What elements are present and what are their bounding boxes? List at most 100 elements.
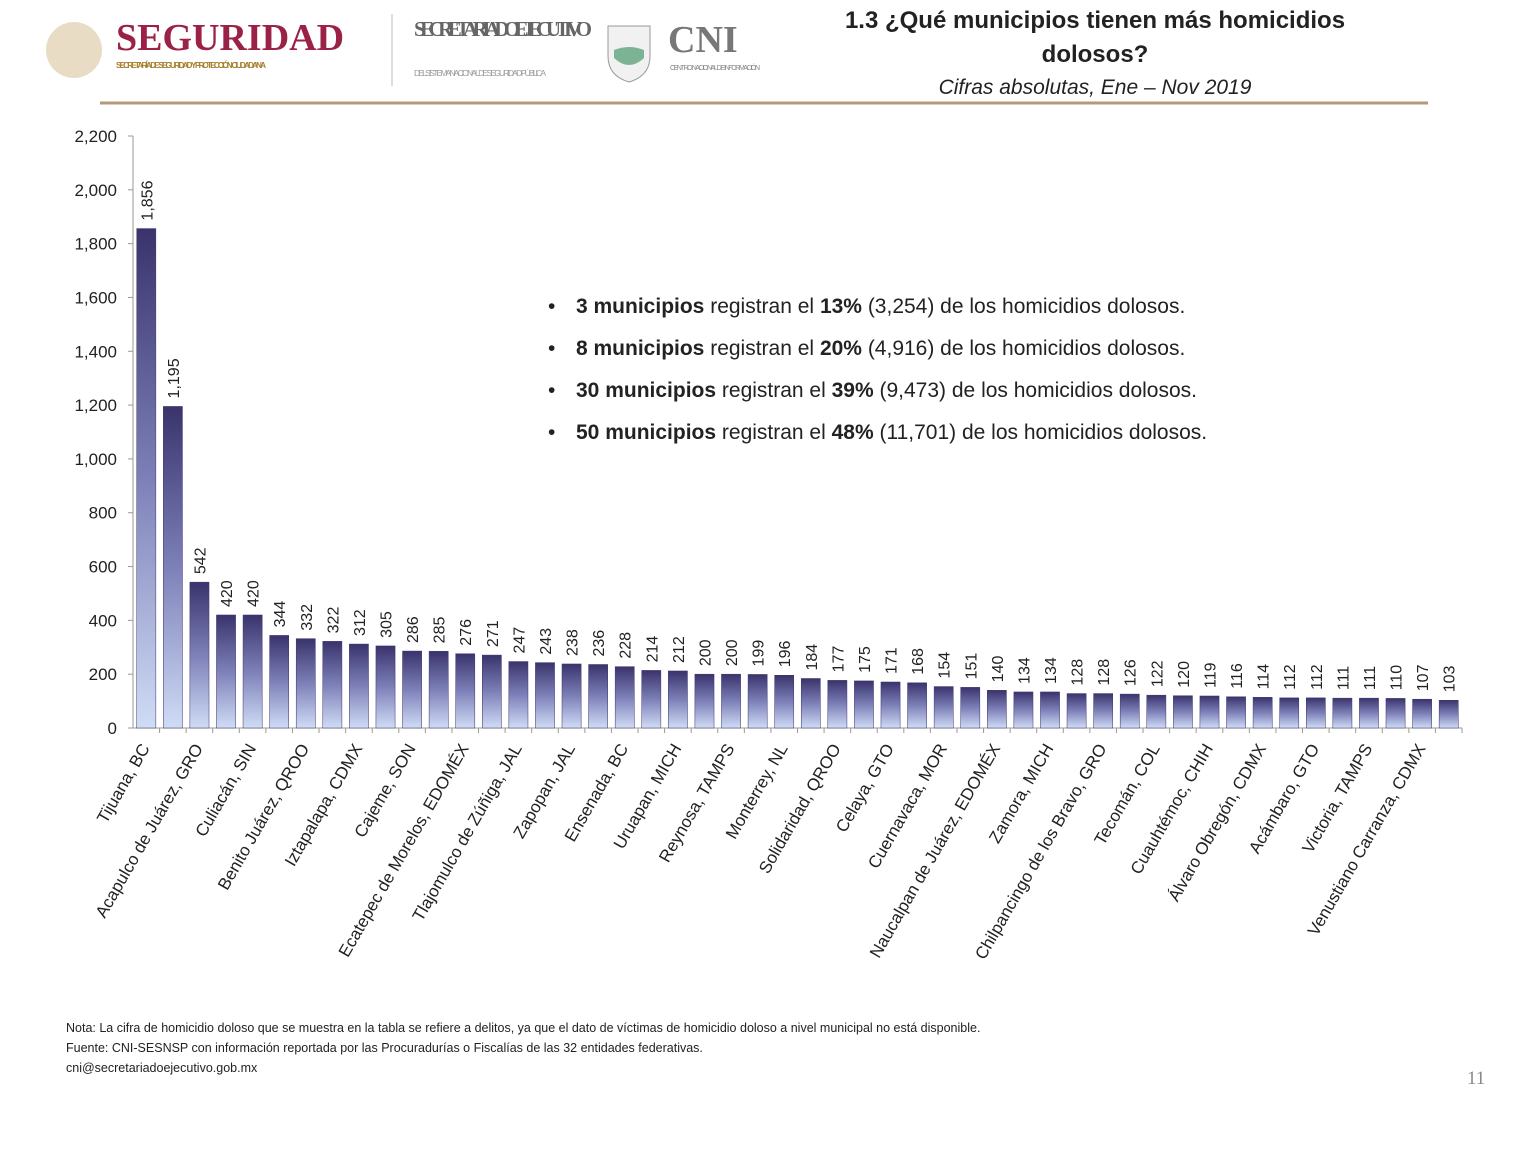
value-label: 114: [1256, 664, 1273, 690]
bar: [295, 638, 316, 729]
y-tick-label: 1,600: [74, 288, 117, 307]
brand-sub: SECRETARÍA DE SEGURIDAD Y PROTECCIÓN CIU…: [116, 61, 266, 70]
bar: [1119, 693, 1140, 729]
email: cni@secretariadoejecutivo.gob.mx: [66, 1061, 258, 1075]
value-label: 228: [618, 632, 635, 659]
value-label: 171: [884, 647, 901, 674]
shield-map: [614, 47, 644, 65]
bar: [216, 614, 236, 729]
bar: [375, 645, 396, 729]
bullet: •: [548, 295, 556, 318]
value-label: 344: [272, 601, 289, 628]
y-tick-label: 2,000: [74, 181, 117, 200]
bar: [1412, 698, 1432, 729]
footer: Nota: La cifra de homicidio doloso que s…: [66, 1018, 980, 1078]
x-tick-label: Tijuana, BC: [93, 741, 154, 827]
value-label: 1,856: [139, 180, 156, 220]
bar: [960, 687, 981, 729]
value-label: 116: [1229, 663, 1246, 689]
bar: [1093, 693, 1113, 729]
x-tick-label: Benito Juárez, QROO: [214, 741, 313, 894]
value-label: 134: [1016, 657, 1033, 684]
value-label: 154: [937, 652, 954, 679]
value-label: 1,195: [166, 358, 183, 398]
annotation-count: 50 municipios: [576, 421, 717, 444]
value-label: 271: [485, 620, 502, 647]
bar: [1173, 695, 1193, 729]
value-label: 177: [830, 646, 847, 673]
value-label: 286: [405, 616, 422, 643]
annotation-mid: registran el: [710, 337, 815, 360]
value-label: 112: [1282, 664, 1299, 690]
annotation-count: 8 municipios: [576, 337, 705, 360]
value-label: 175: [857, 646, 874, 673]
y-tick-label: 800: [89, 504, 117, 523]
bar: [854, 680, 874, 729]
y-tick-label: 600: [89, 558, 117, 577]
x-tick-label: Acapulco de Juárez, GRO: [92, 741, 207, 922]
brand: SEGURIDAD: [116, 17, 344, 59]
bar: [322, 641, 343, 729]
value-label: 305: [379, 611, 396, 638]
annotation-rest: (3,254) de los homicidios dolosos.: [867, 295, 1186, 318]
y-tick-label: 1,400: [74, 342, 117, 361]
bar: [455, 653, 476, 729]
value-label: 243: [538, 628, 555, 655]
value-label: 322: [325, 607, 342, 634]
bar: [1066, 693, 1087, 729]
annotation-pct: 48%: [831, 421, 874, 444]
annotation: • 50 municipios registran el 48% (11,701)…: [548, 421, 1207, 463]
value-label: 128: [1096, 659, 1113, 686]
bullet: •: [548, 379, 556, 402]
bar: [1199, 695, 1220, 729]
chart-subtitle: Cifras absolutas, Ene – Nov 2019: [939, 76, 1252, 99]
annotation: • 3 municipios registran el 13% (3,254) d…: [548, 295, 1207, 337]
y-tick-label: 1,800: [74, 235, 117, 254]
annotation-rest: (9,473) de los homicidios dolosos.: [879, 379, 1198, 402]
bar: [880, 681, 901, 729]
bar: [1226, 696, 1246, 729]
value-label: 184: [804, 644, 821, 671]
annotation-pct: 39%: [831, 379, 874, 402]
y-tick-label: 2,200: [74, 127, 117, 146]
bar: [800, 678, 821, 729]
cni-sub: CENTRO NACIONAL DE INFORMACIÓN: [670, 63, 760, 72]
annotation-mid: registran el: [721, 379, 826, 402]
annotation-rest: (11,701) de los homicidios dolosos.: [879, 421, 1208, 444]
value-label: 212: [671, 636, 688, 663]
bar: [668, 670, 688, 729]
annotation-rest: (4,916) de los homicidios dolosos.: [867, 337, 1186, 360]
bar: [508, 661, 529, 729]
annotation-pct: 13%: [819, 295, 862, 318]
y-tick-label: 200: [89, 665, 117, 684]
secretariado-sub: DEL SISTEMA NACIONAL DE SEGURIDAD PÚBLIC…: [414, 68, 546, 78]
bar: [774, 675, 795, 729]
value-label: 199: [751, 640, 768, 667]
bar: [694, 673, 715, 729]
bar: [402, 650, 422, 729]
value-label: 103: [1442, 665, 1459, 692]
bar: [588, 664, 608, 729]
bar: [1305, 697, 1326, 729]
bar: [136, 228, 157, 729]
value-label: 134: [1043, 657, 1060, 684]
bar: [907, 682, 927, 729]
value-label: 151: [963, 653, 980, 680]
bar: [189, 581, 210, 729]
page-number: 11: [1467, 1068, 1486, 1089]
bar: [1146, 694, 1167, 729]
bullet: •: [548, 421, 556, 444]
x-tick-label: Tlajomulco de Zúñiga, JAL: [409, 741, 526, 925]
x-tick-label: Álvaro Obregón, CDMX: [1164, 741, 1270, 905]
annotation: • 8 municipios registran el 20% (4,916) d…: [548, 337, 1207, 379]
bullet: •: [548, 337, 556, 360]
bar: [1359, 697, 1379, 729]
note: Nota: La cifra de homicidio doloso que s…: [66, 1021, 981, 1035]
value-label: 236: [591, 630, 608, 657]
value-label: 111: [1362, 666, 1379, 690]
value-label: 420: [219, 580, 236, 607]
annotation-mid: registran el: [710, 295, 815, 318]
value-label: 122: [1149, 660, 1166, 687]
value-label: 140: [990, 656, 1007, 683]
value-label: 107: [1415, 664, 1432, 691]
